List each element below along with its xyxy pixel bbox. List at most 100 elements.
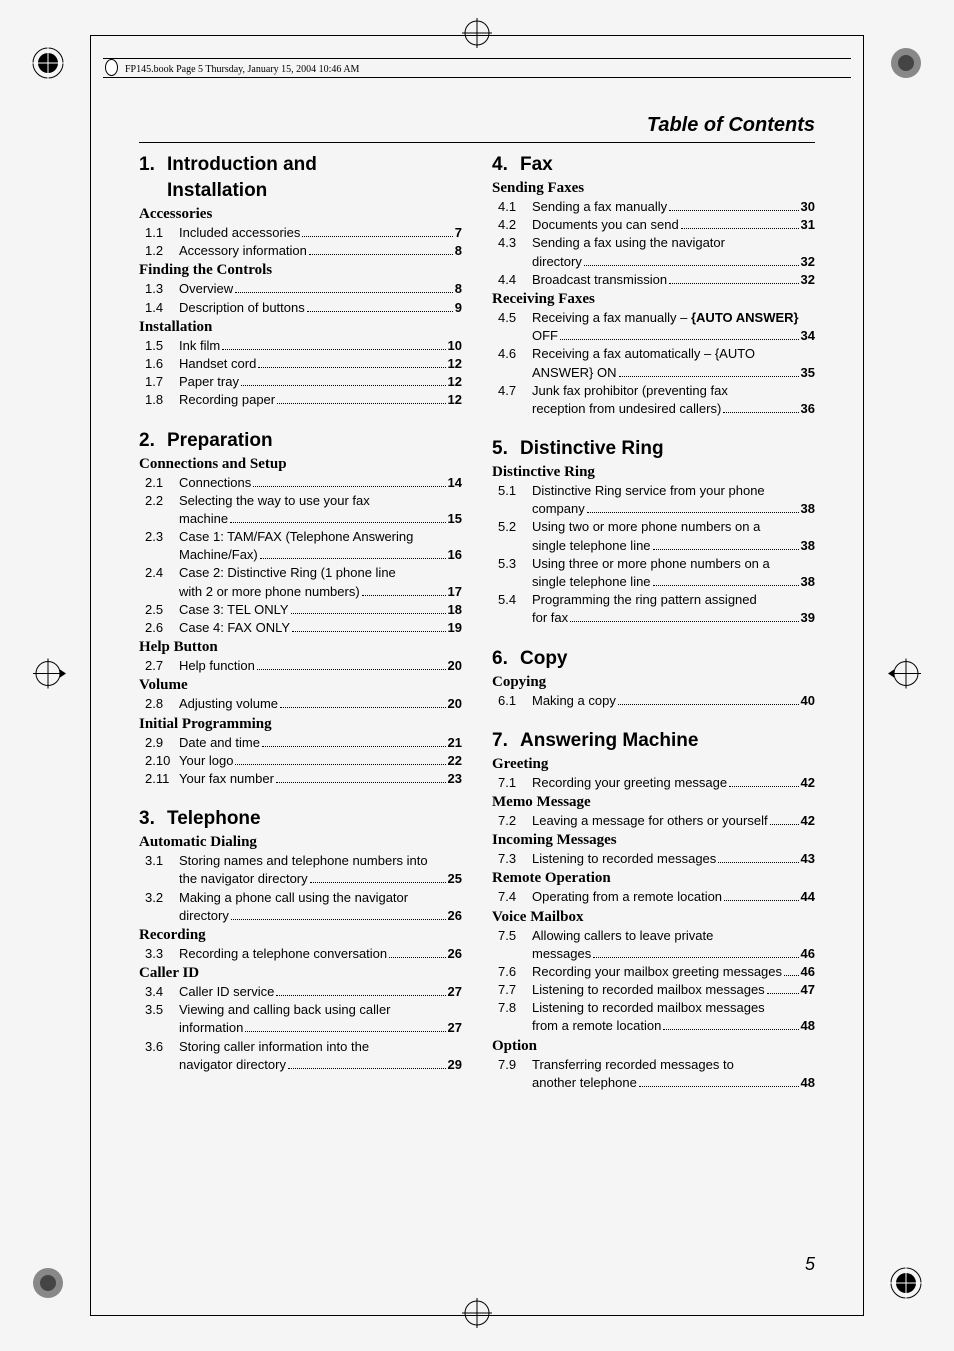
leader-dots (309, 254, 453, 255)
toc-entry: 7.3Listening to recorded messages43 (492, 850, 815, 868)
entry-text: Machine/Fax) (179, 546, 258, 564)
entry-text: Listening to recorded messages (532, 850, 716, 868)
entry-text: Receiving a fax automatically – {AUTO (532, 345, 755, 363)
toc-title-underline (139, 142, 815, 143)
book-header-text: FP145.book Page 5 Thursday, January 15, … (125, 64, 359, 75)
entry-page: 36 (801, 400, 815, 418)
header-line (103, 58, 851, 59)
chapter-title: 3.Telephone (139, 808, 462, 830)
entry-number: 2.11 (145, 770, 179, 788)
entry-number: 1.5 (145, 337, 179, 355)
toc-entry: 3.4Caller ID service27 (139, 983, 462, 1001)
entry-number: 3.2 (145, 889, 179, 925)
entry-page: 47 (801, 981, 815, 999)
entry-number: 3.1 (145, 852, 179, 888)
toc-entry: 6.1Making a copy40 (492, 692, 815, 710)
entry-number: 2.9 (145, 734, 179, 752)
section-heading: Finding the Controls (139, 262, 462, 279)
entry-page: 17 (448, 583, 462, 601)
section-heading: Installation (139, 319, 462, 336)
leader-dots (729, 786, 798, 787)
entry-text: Recording your greeting message (532, 774, 727, 792)
leader-dots (307, 311, 453, 312)
toc-entry: 2.6Case 4: FAX ONLY19 (139, 619, 462, 637)
entry-page: 32 (801, 253, 815, 271)
toc-entry: 1.6Handset cord12 (139, 355, 462, 373)
entry-number: 4.7 (498, 382, 532, 418)
entry-number: 7.6 (498, 963, 532, 981)
leader-dots (276, 782, 446, 783)
entry-text: Selecting the way to use your fax (179, 492, 370, 510)
toc-entry: 1.8Recording paper12 (139, 391, 462, 409)
chapter-title: 6.Copy (492, 648, 815, 670)
entry-text: for fax (532, 609, 568, 627)
entry-text: messages (532, 945, 591, 963)
toc-entry: 2.8Adjusting volume20 (139, 695, 462, 713)
leader-dots (235, 292, 453, 293)
leader-dots (235, 764, 445, 765)
section-heading: Remote Operation (492, 870, 815, 887)
entry-number: 7.5 (498, 927, 532, 963)
toc-entry: 7.5Allowing callers to leave privatemess… (492, 927, 815, 963)
leader-dots (276, 995, 445, 996)
leader-dots (362, 595, 446, 596)
entry-page: 23 (448, 770, 462, 788)
entry-text: Your fax number (179, 770, 274, 788)
entry-number: 7.8 (498, 999, 532, 1035)
toc-entry: 4.5Receiving a fax manually – {AUTO ANSW… (492, 309, 815, 345)
toc-entry: 3.3Recording a telephone conversation26 (139, 945, 462, 963)
leader-dots (260, 558, 446, 559)
chapter-title: 4.Fax (492, 154, 815, 176)
leader-dots (257, 669, 446, 670)
section-heading: Accessories (139, 206, 462, 223)
entry-page: 42 (801, 774, 815, 792)
entry-page: 20 (448, 695, 462, 713)
entry-text: Description of buttons (179, 299, 305, 317)
entry-page: 35 (801, 364, 815, 382)
toc-entry: 7.1Recording your greeting message42 (492, 774, 815, 792)
section-heading: Distinctive Ring (492, 464, 815, 481)
toc-entry: 1.5Ink film10 (139, 337, 462, 355)
entry-page: 38 (801, 573, 815, 591)
entry-page: 44 (801, 888, 815, 906)
entry-text: directory (179, 907, 229, 925)
entry-page: 25 (448, 870, 462, 888)
entry-number: 4.2 (498, 216, 532, 234)
entry-text: Recording a telephone conversation (179, 945, 387, 963)
toc-entry: 7.6Recording your mailbox greeting messa… (492, 963, 815, 981)
toc-right-column: 4.FaxSending Faxes4.1Sending a fax manua… (492, 154, 815, 1092)
entry-page: 32 (801, 271, 815, 289)
entry-number: 5.1 (498, 482, 532, 518)
crop-mark-tl (30, 45, 66, 86)
entry-text: Date and time (179, 734, 260, 752)
section-heading: Help Button (139, 639, 462, 656)
entry-page: 20 (448, 657, 462, 675)
toc-entry: 2.4Case 2: Distinctive Ring (1 phone lin… (139, 564, 462, 600)
entry-text: Ink film (179, 337, 220, 355)
leader-dots (262, 746, 446, 747)
page-frame: FP145.book Page 5 Thursday, January 15, … (90, 35, 864, 1316)
entry-page: 46 (801, 963, 815, 981)
leader-dots (292, 631, 446, 632)
crop-mark-bl (30, 1265, 66, 1306)
section-heading: Caller ID (139, 965, 462, 982)
toc-entry: 4.2Documents you can send31 (492, 216, 815, 234)
entry-text: Paper tray (179, 373, 239, 391)
leader-dots (770, 824, 799, 825)
toc-entry: 1.4Description of buttons9 (139, 299, 462, 317)
entry-text: Your logo (179, 752, 233, 770)
entry-text: single telephone line (532, 537, 651, 555)
leader-dots (230, 522, 445, 523)
entry-text: Accessory information (179, 242, 307, 260)
entry-number: 1.8 (145, 391, 179, 409)
leader-dots (718, 862, 798, 863)
entry-page: 16 (448, 546, 462, 564)
entry-page: 26 (448, 907, 462, 925)
section-heading: Initial Programming (139, 716, 462, 733)
leader-dots (253, 486, 445, 487)
entry-text: Storing caller information into the (179, 1038, 369, 1056)
leader-dots (784, 975, 799, 976)
toc-entry: 5.3Using three or more phone numbers on … (492, 555, 815, 591)
leader-dots (291, 613, 446, 614)
leader-dots (584, 265, 799, 266)
